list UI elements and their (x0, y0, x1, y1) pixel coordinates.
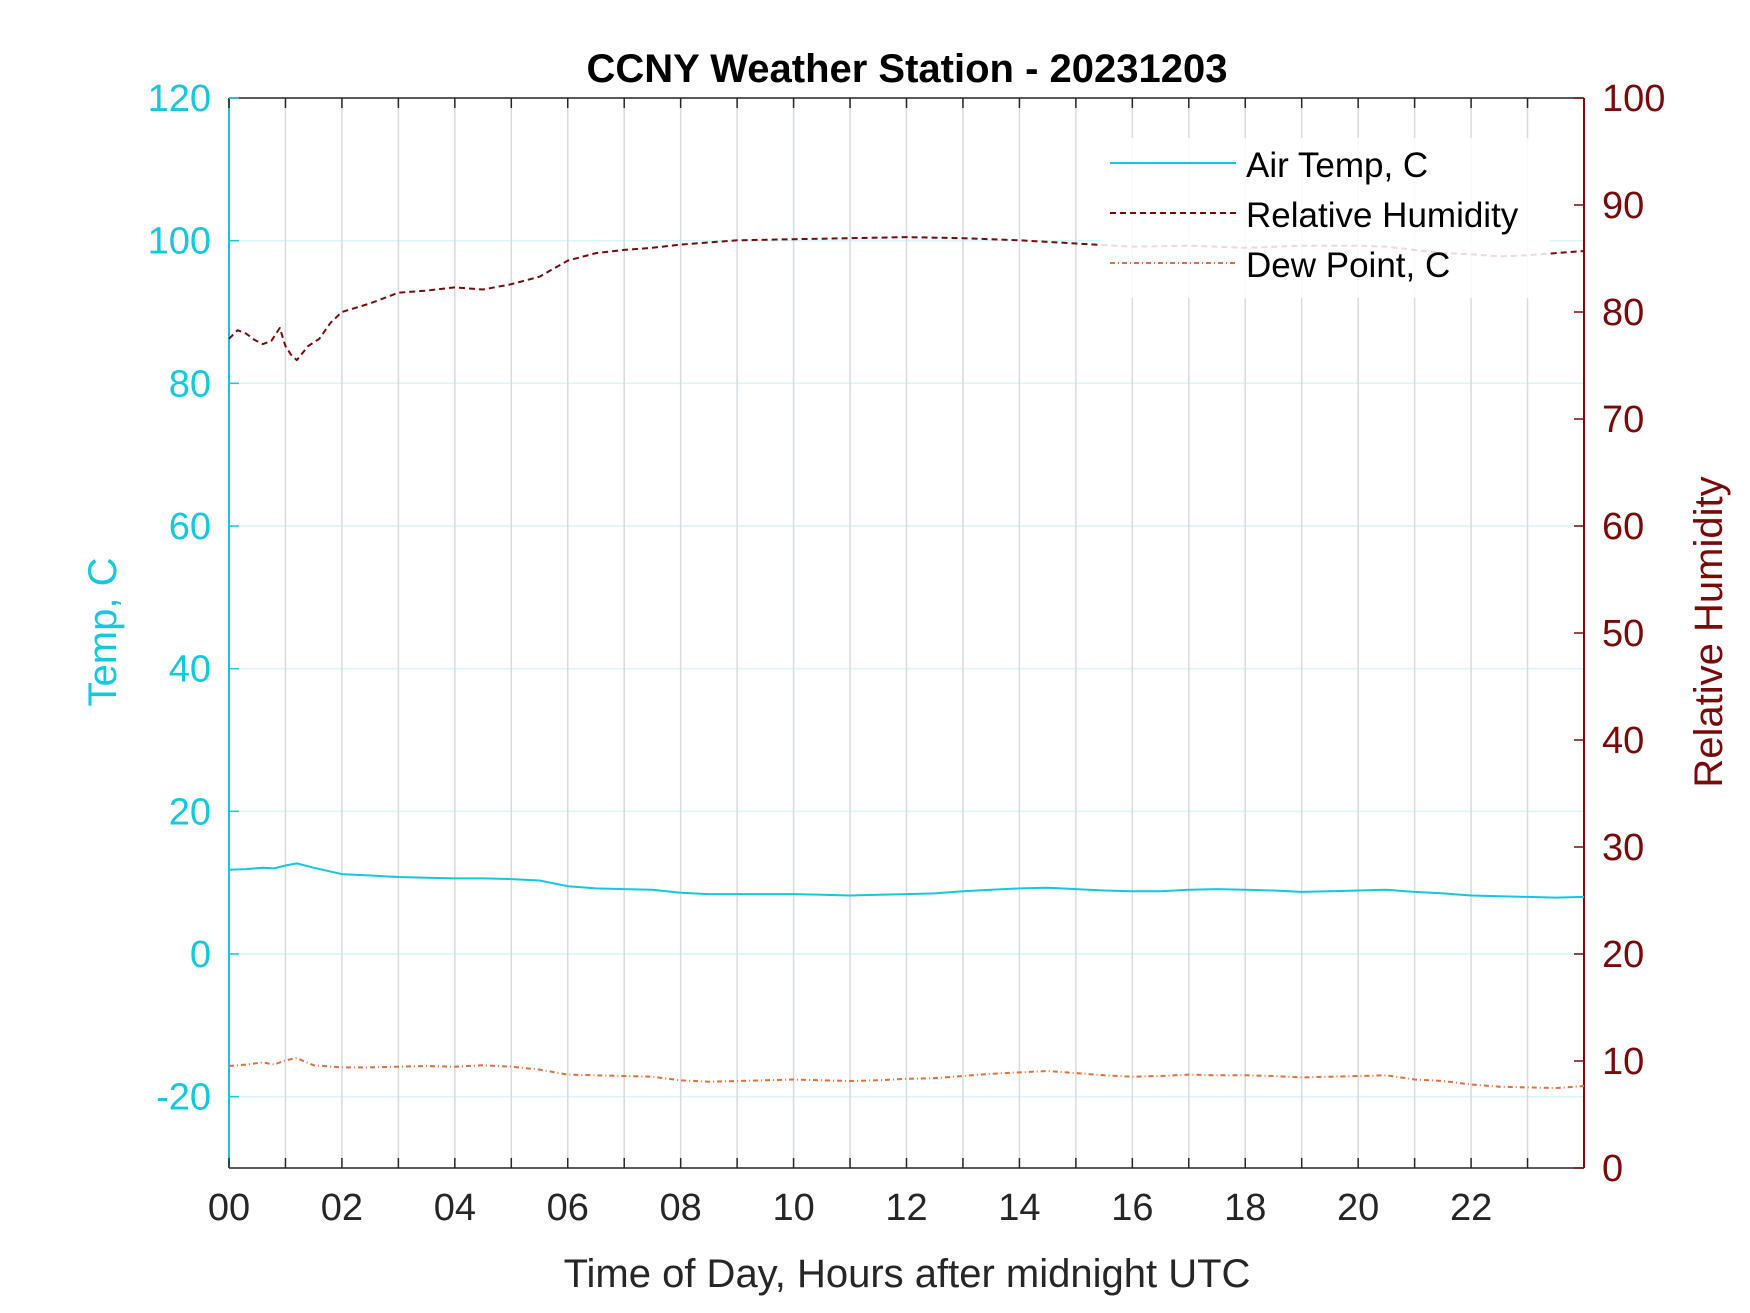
legend-entry-air-temp: Air Temp, C (1246, 146, 1428, 185)
left-y-tick-label: -20 (156, 1077, 211, 1119)
right-y-tick-label: 80 (1602, 292, 1644, 334)
left-y-tick-label: 60 (169, 506, 211, 548)
left-y-tick-label: 20 (169, 791, 211, 833)
x-tick-label: 12 (885, 1187, 927, 1229)
left-y-tick-label: 80 (169, 363, 211, 405)
x-tick-label: 16 (1111, 1187, 1153, 1229)
x-tick-label: 04 (434, 1187, 476, 1229)
series-line-dew-point-c (228, 1057, 1585, 1090)
x-tick-label: 06 (547, 1187, 589, 1229)
right-y-axis-label: Relative Humidity (1687, 476, 1731, 787)
left-y-tick-label: 120 (148, 78, 211, 120)
chart-title: CCNY Weather Station - 20231203 (587, 47, 1228, 91)
left-y-tick-label: 100 (148, 221, 211, 263)
x-tick-label: 08 (660, 1187, 702, 1229)
x-tick-label: 22 (1450, 1187, 1492, 1229)
grid (229, 97, 1584, 1168)
right-y-tick-label: 0 (1602, 1148, 1623, 1190)
left-y-tick-label: 0 (190, 934, 211, 976)
x-tick-label: 02 (321, 1187, 363, 1229)
right-y-tick-label: 60 (1602, 506, 1644, 548)
legend: Air Temp, C Relative Humidity Dew Point,… (1100, 138, 1550, 298)
right-y-tick-label: 10 (1602, 1041, 1644, 1083)
left-y-axis-label: Temp, C (81, 558, 125, 707)
x-tick-label: 00 (208, 1187, 250, 1229)
plot-area: 00 02 04 06 08 10 12 14 16 18 20 22-200204060801001… (148, 78, 1666, 1229)
x-tick-label: 14 (998, 1187, 1040, 1229)
right-y-tick-label: 20 (1602, 934, 1644, 976)
x-axis-label: Time of Day, Hours after midnight UTC (564, 1252, 1251, 1296)
right-y-tick-label: 50 (1602, 613, 1644, 655)
right-y-tick-label: 30 (1602, 827, 1644, 869)
x-tick-label: 10 (772, 1187, 814, 1229)
legend-entry-dew-point: Dew Point, C (1246, 246, 1450, 285)
series-line-air-temp-c (228, 862, 1585, 899)
legend-entry-relative-humidity: Relative Humidity (1246, 196, 1519, 235)
right-y-tick-label: 40 (1602, 720, 1644, 762)
legend-box (1100, 138, 1550, 298)
left-y-tick-label: 40 (169, 649, 211, 691)
tick-labels: 00 02 04 06 08 10 12 14 16 18 20 22-200204060801001… (148, 78, 1666, 1229)
x-tick-label: 20 (1337, 1187, 1379, 1229)
right-y-tick-label: 70 (1602, 399, 1644, 441)
right-y-tick-label: 100 (1602, 78, 1665, 120)
axes (228, 97, 1585, 1169)
right-y-tick-label: 90 (1602, 185, 1644, 227)
x-tick-label: 18 (1224, 1187, 1266, 1229)
